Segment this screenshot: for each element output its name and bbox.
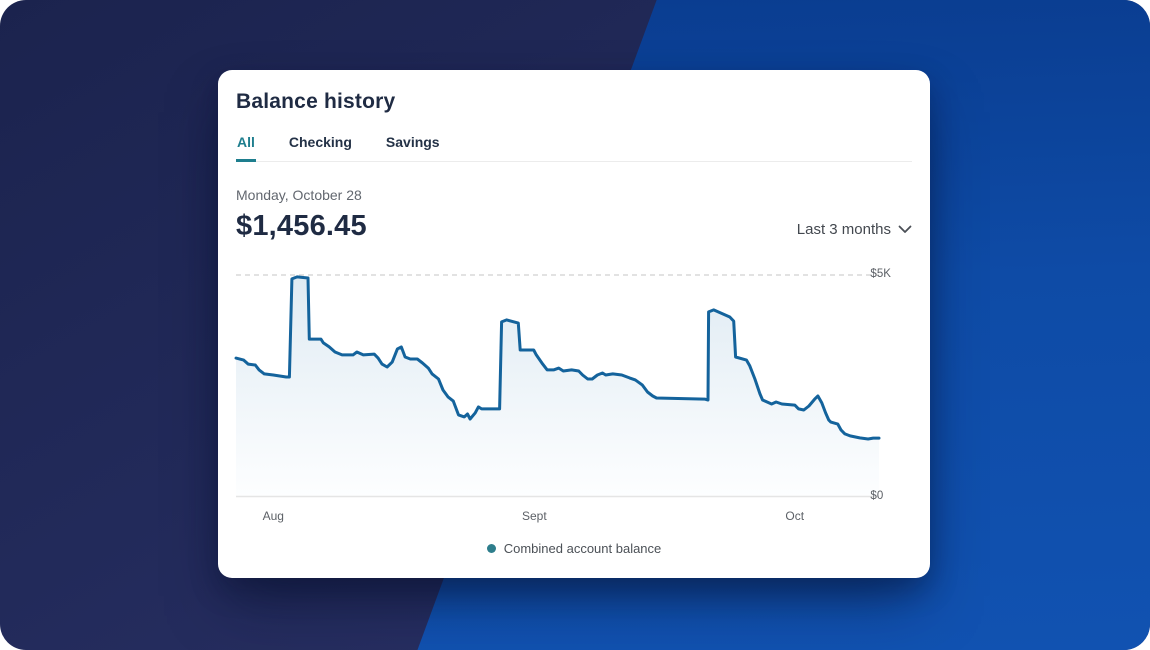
x-axis-labels: Aug Sept Oct — [236, 506, 879, 528]
date-range-selector[interactable]: Last 3 months — [797, 221, 912, 243]
x-axis-tick-sept: Sept — [522, 509, 547, 523]
balance-history-card: Balance history All Checking Savings Monda… — [218, 70, 930, 578]
balance-line — [234, 275, 881, 441]
chart-legend: Combined account balance — [236, 541, 912, 556]
card-title: Balance history — [236, 90, 396, 113]
date-label: Monday, October 28 — [236, 187, 362, 203]
tab-savings[interactable]: Savings — [385, 134, 441, 162]
legend-dot-icon — [486, 544, 496, 553]
chart-canvas — [234, 274, 881, 498]
x-axis-tick-aug: Aug — [262, 509, 284, 523]
balance-chart — [234, 274, 881, 498]
date-range-label: Last 3 months — [796, 221, 891, 238]
x-axis-tick-oct: Oct — [785, 509, 805, 523]
balance-summary: Monday, October 28 $1,456.45 Last 3 mont… — [236, 187, 912, 243]
tab-checking[interactable]: Checking — [288, 134, 353, 162]
y-axis-tick-max: $5K — [870, 268, 891, 280]
tab-all[interactable]: All — [236, 134, 256, 162]
y-axis-tick-min: $0 — [870, 490, 884, 502]
legend-label: Combined account balance — [503, 541, 662, 556]
chart-section: $5K $0 — [234, 268, 912, 502]
balance-amount: $1,456.45 — [236, 210, 367, 242]
account-tabs: All Checking Savings — [236, 134, 912, 162]
chevron-down-icon — [898, 225, 912, 233]
balance-summary-left: Monday, October 28 $1,456.45 — [236, 187, 367, 243]
balance-area — [236, 276, 879, 497]
y-axis-labels: $5K $0 — [861, 268, 912, 502]
